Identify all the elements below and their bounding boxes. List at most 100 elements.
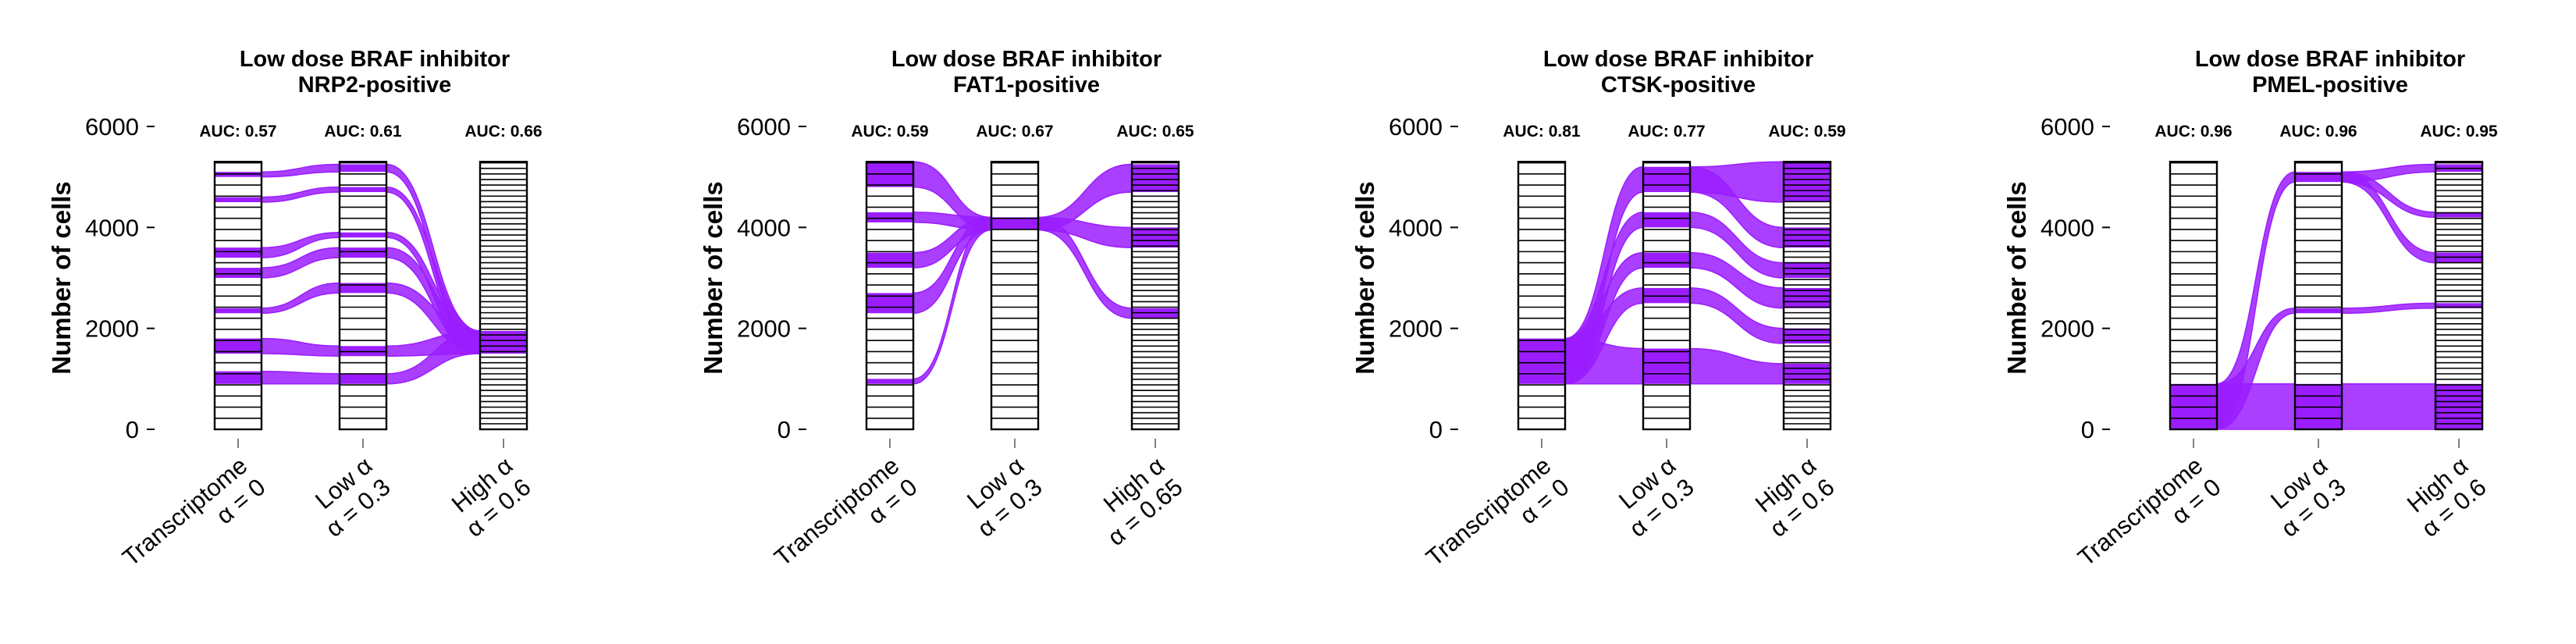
flow-band [261, 163, 340, 178]
chart-panel-2: Low dose BRAF inhibitor FAT1-positive Numb… [699, 47, 1194, 571]
flow-band [2341, 163, 2436, 183]
chart-title-line: Low dose BRAF inhibitor [2195, 47, 2465, 72]
stratum-column-border [990, 161, 1040, 431]
stratum-column-border [865, 161, 915, 431]
axis-stratum-column [479, 161, 528, 431]
y-axis-label: Number of cells [699, 181, 728, 375]
stratum-highlight [340, 247, 386, 258]
flow-band [2341, 171, 2436, 264]
stratum-highlight [340, 164, 386, 173]
stratum-highlight [340, 373, 386, 384]
y-tick-label: 0 [126, 416, 139, 443]
x-tick-label: Low αα = 0.3 [302, 452, 396, 543]
highlight-flows [2216, 163, 2436, 430]
y-tick-label: 4000 [737, 214, 791, 241]
axis-stratum-column [1642, 161, 1692, 431]
axis-stratum-column [2169, 161, 2218, 431]
flow-band [261, 282, 340, 315]
chart-panel-4: Low dose BRAF inhibitor PMEL-positive Numb… [2002, 47, 2498, 593]
stratum-highlight [215, 268, 262, 278]
y-tick-label: 0 [777, 416, 791, 443]
y-tick-label: 2000 [1389, 315, 1443, 343]
flow-band [1037, 163, 1133, 231]
stratum-highlight [215, 371, 262, 384]
y-axis-label: Number of cells [1350, 181, 1379, 375]
stratum-highlight [1132, 227, 1179, 248]
stratum-highlight [215, 308, 262, 314]
x-tick-label: Low αα = 0.3 [2258, 452, 2351, 543]
chart-title-line: CTSK-positive [1601, 73, 1756, 98]
stratum-highlight [480, 330, 527, 354]
chart-title: Low dose BRAF inhibitor PMEL-positive [2195, 47, 2465, 98]
axis-stratum-column [338, 161, 388, 431]
y-tick-label: 6000 [2041, 113, 2094, 141]
chart-panel-1: Low dose BRAF inhibitor NRP2-positive Numb… [47, 47, 543, 593]
stratum-highlight [866, 379, 913, 384]
chart-title: Low dose BRAF inhibitor NRP2-positive [240, 47, 510, 98]
axis-stratum-column [2293, 161, 2343, 431]
stratum-highlight [866, 212, 913, 222]
axis-stratum-column [213, 161, 263, 431]
x-tick-label: High αα = 0.6 [2398, 452, 2492, 543]
auc-label: AUC: 0.66 [464, 123, 542, 141]
chart-title: Low dose BRAF inhibitor FAT1-positive [891, 47, 1162, 98]
auc-label: AUC: 0.77 [1628, 123, 1705, 141]
x-tick-label: Transcriptomeα = 0 [117, 452, 271, 593]
stratum-highlight [340, 232, 386, 238]
auc-label: AUC: 0.59 [1768, 123, 1845, 141]
auc-label: AUC: 0.61 [324, 123, 402, 141]
stratum-highlight [1643, 212, 1690, 228]
stratum-highlight [340, 187, 386, 193]
chart-title-line: NRP2-positive [298, 73, 452, 98]
auc-label: AUC: 0.95 [2420, 123, 2498, 141]
auc-label: AUC: 0.67 [976, 123, 1053, 141]
x-tick-label: Transcriptomeα = 0 [2073, 452, 2226, 593]
y-tick-label: 0 [2081, 416, 2094, 443]
chart-title-line: PMEL-positive [2252, 73, 2408, 98]
x-tick-label: Low αα = 0.3 [1606, 452, 1699, 543]
auc-label: AUC: 0.59 [851, 123, 928, 141]
stratum-column-border [213, 161, 263, 431]
chart-title: Low dose BRAF inhibitor CTSK-positive [1543, 47, 1813, 98]
y-tick-label: 6000 [1389, 113, 1443, 141]
chart-title-line: FAT1-positive [953, 73, 1100, 98]
stratum-highlight [2435, 212, 2482, 218]
y-tick-label: 4000 [2041, 214, 2094, 241]
stratum-highlight [1643, 348, 1690, 384]
stratum-column-border [1642, 161, 1692, 431]
stratum-column-border [1130, 161, 1180, 431]
auc-label: AUC: 0.65 [1116, 123, 1194, 141]
chart-panel-3: Low dose BRAF inhibitor CTSK-positive Numb… [1350, 47, 1846, 571]
stratum-highlight [1784, 262, 1831, 278]
y-tick-label: 2000 [85, 315, 139, 343]
x-tick-label: High αα = 0.65 [1084, 452, 1188, 551]
chart-title-line: Low dose BRAF inhibitor [1543, 47, 1813, 72]
stratum-highlight [1643, 252, 1690, 269]
axis-stratum-column [1130, 161, 1180, 431]
stratum-column-border [2293, 161, 2343, 431]
y-tick-label: 4000 [85, 214, 139, 241]
stratum-highlight [1784, 287, 1831, 308]
axis-stratum-column [1517, 161, 1567, 431]
stratum-column-border [479, 161, 528, 431]
auc-label: AUC: 0.81 [1503, 123, 1581, 141]
flow-band [261, 337, 340, 357]
stratum-highlight [215, 197, 262, 202]
stratum-column-border [338, 161, 388, 431]
stratum-highlight [2295, 308, 2342, 314]
stratum-highlight [1784, 227, 1831, 248]
stratum-highlight [1784, 328, 1831, 344]
y-tick-label: 2000 [737, 315, 791, 343]
stratum-column-border [2434, 161, 2484, 431]
x-tick-label: High αα = 0.6 [1746, 452, 1840, 543]
y-tick-label: 6000 [737, 113, 791, 141]
stratum-highlight [215, 247, 262, 258]
y-tick-label: 6000 [85, 113, 139, 141]
flow-band [2341, 383, 2436, 430]
chart-title-line: Low dose BRAF inhibitor [891, 47, 1162, 72]
y-axis-label: Number of cells [47, 181, 76, 375]
y-tick-label: 4000 [1389, 214, 1443, 241]
stratum-highlight [991, 217, 1038, 230]
x-tick-label: High αα = 0.6 [443, 452, 536, 543]
auc-label: AUC: 0.96 [2154, 123, 2232, 141]
